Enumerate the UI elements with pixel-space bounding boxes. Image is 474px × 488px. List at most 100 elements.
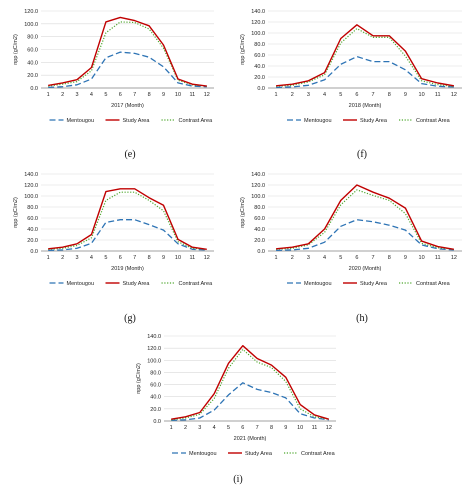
x-tick-label: 11 xyxy=(435,92,441,98)
x-tick-label: 2 xyxy=(61,255,64,261)
y-tick-label: 20.0 xyxy=(254,238,265,244)
legend-entry: Study Area xyxy=(245,451,273,457)
legend-entry: Mentougou xyxy=(189,451,217,457)
series-line-study-area xyxy=(48,16,207,87)
x-tick-label: 12 xyxy=(451,255,457,261)
x-tick-label: 2 xyxy=(184,425,187,431)
x-tick-label: 6 xyxy=(241,425,244,431)
legend-entry: Study Area xyxy=(360,118,388,124)
x-tick-label: 12 xyxy=(451,92,457,98)
series-line-contrast-area xyxy=(276,189,454,250)
x-tick-label: 10 xyxy=(419,255,425,261)
legend-entry: Study Area xyxy=(123,118,151,124)
x-tick-label: 4 xyxy=(323,92,326,98)
x-tick-label: 7 xyxy=(372,255,375,261)
y-tick-label: 100.0 xyxy=(24,194,38,200)
y-tick-label: 140.0 xyxy=(251,9,265,15)
x-tick-label: 2 xyxy=(291,92,294,98)
y-tick-label: 40.0 xyxy=(254,64,265,70)
x-tick-label: 5 xyxy=(104,255,107,261)
series-line-contrast-area xyxy=(276,28,454,87)
y-tick-label: 0.0 xyxy=(30,249,38,255)
y-tick-label: 40.0 xyxy=(27,227,38,233)
series-line-mentougou xyxy=(276,55,454,89)
series-line-contrast-area xyxy=(48,191,207,250)
series-line-contrast-area xyxy=(48,21,207,87)
x-tick-label: 8 xyxy=(388,92,391,98)
legend-entry: Mentougou xyxy=(67,118,95,124)
x-axis-label: 2018 (Month) xyxy=(349,103,382,109)
y-tick-label: 100.0 xyxy=(24,22,38,28)
x-tick-label: 4 xyxy=(323,255,326,261)
y-tick-label: 80.0 xyxy=(254,205,265,211)
x-tick-label: 7 xyxy=(256,425,259,431)
y-tick-label: 60.0 xyxy=(254,53,265,59)
y-tick-label: 20.0 xyxy=(27,238,38,244)
x-tick-label: 9 xyxy=(162,92,165,98)
x-tick-label: 10 xyxy=(419,92,425,98)
x-tick-label: 6 xyxy=(355,255,358,261)
legend-entry: Mentougou xyxy=(304,281,332,287)
y-tick-label: 20.0 xyxy=(150,407,161,413)
series-line-mentougou xyxy=(171,382,329,422)
y-axis-label: npp (gC/m2) xyxy=(240,34,246,65)
x-tick-label: 1 xyxy=(170,425,173,431)
x-tick-label: 7 xyxy=(372,92,375,98)
y-tick-label: 80.0 xyxy=(150,370,161,376)
y-tick-label: 0.0 xyxy=(30,86,38,92)
legend-entry: Contrast Area xyxy=(301,451,336,457)
x-tick-label: 12 xyxy=(204,255,210,261)
x-tick-label: 7 xyxy=(133,92,136,98)
x-tick-label: 8 xyxy=(270,425,273,431)
panel-label: (f) xyxy=(357,149,367,160)
x-tick-label: 2 xyxy=(61,92,64,98)
x-tick-label: 5 xyxy=(339,92,342,98)
y-tick-label: 40.0 xyxy=(150,395,161,401)
x-axis-label: 2019 (Month) xyxy=(111,266,144,272)
x-tick-label: 1 xyxy=(47,92,50,98)
legend-entry: Mentougou xyxy=(67,281,95,287)
x-tick-label: 9 xyxy=(162,255,165,261)
x-tick-label: 6 xyxy=(119,255,122,261)
x-tick-label: 6 xyxy=(355,92,358,98)
y-tick-label: 40.0 xyxy=(254,227,265,233)
panel-label: (h) xyxy=(356,313,368,324)
x-tick-label: 9 xyxy=(404,92,407,98)
x-tick-label: 1 xyxy=(275,255,278,261)
y-tick-label: 80.0 xyxy=(27,205,38,211)
y-tick-label: 100.0 xyxy=(147,358,161,364)
y-tick-label: 60.0 xyxy=(254,216,265,222)
x-tick-label: 3 xyxy=(198,425,201,431)
x-tick-label: 9 xyxy=(404,255,407,261)
x-tick-label: 11 xyxy=(190,92,196,98)
x-tick-label: 9 xyxy=(284,425,287,431)
y-tick-label: 60.0 xyxy=(27,48,38,54)
x-tick-label: 3 xyxy=(307,255,310,261)
series-line-study-area xyxy=(48,188,207,250)
y-tick-label: 120.0 xyxy=(24,183,38,189)
y-tick-label: 20.0 xyxy=(27,73,38,79)
x-tick-label: 10 xyxy=(175,92,181,98)
x-tick-label: 5 xyxy=(227,425,230,431)
y-tick-label: 80.0 xyxy=(27,35,38,41)
x-tick-label: 3 xyxy=(76,92,79,98)
legend-entry: Study Area xyxy=(123,281,151,287)
y-axis-label: npp (gC/m2) xyxy=(13,34,19,65)
y-tick-label: 120.0 xyxy=(24,9,38,15)
y-axis-label: npp (gC/m2) xyxy=(13,197,19,228)
x-tick-label: 11 xyxy=(190,255,196,261)
x-tick-label: 4 xyxy=(213,425,216,431)
y-tick-label: 40.0 xyxy=(27,60,38,66)
x-tick-label: 3 xyxy=(307,92,310,98)
x-axis-label: 2017 (Month) xyxy=(111,103,144,109)
x-tick-label: 1 xyxy=(47,255,50,261)
x-tick-label: 11 xyxy=(312,425,318,431)
x-tick-label: 3 xyxy=(76,255,79,261)
x-axis-label: 2020 (Month) xyxy=(349,266,382,272)
y-tick-label: 20.0 xyxy=(254,75,265,81)
y-tick-label: 100.0 xyxy=(251,31,265,37)
